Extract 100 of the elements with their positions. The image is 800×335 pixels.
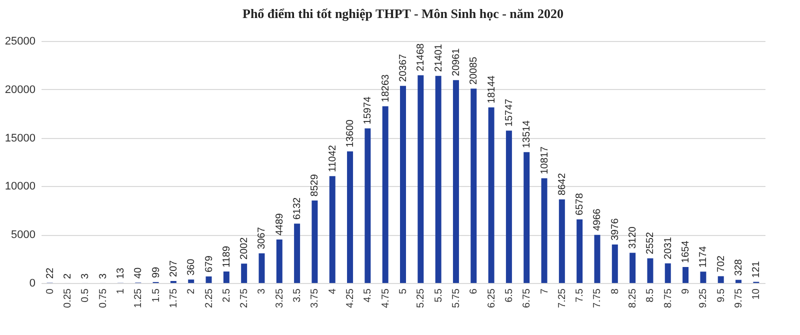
- data-label: 3976: [610, 218, 621, 241]
- x-tick-label: 8.25: [628, 288, 639, 308]
- y-tick-label: 20000: [4, 84, 36, 96]
- data-label: 121: [751, 260, 762, 278]
- bar: [558, 199, 565, 283]
- x-tick-label: 4.75: [380, 288, 392, 308]
- y-tick-label: 5000: [11, 229, 36, 242]
- y-tick-label: 15000: [4, 132, 36, 144]
- bar: [700, 272, 706, 283]
- bar: [470, 88, 477, 283]
- bar: [541, 178, 548, 283]
- data-label: 20367: [398, 54, 409, 82]
- x-tick-label: 4: [327, 288, 338, 294]
- x-tick-label: 10: [751, 288, 762, 300]
- data-label: 10817: [539, 146, 550, 174]
- x-tick-label: 0.5: [80, 288, 92, 302]
- x-tick-label: 6.25: [486, 288, 498, 308]
- x-tick-label: 2: [186, 288, 198, 294]
- bar: [524, 152, 530, 283]
- data-label: 15974: [362, 96, 374, 124]
- bar: [294, 224, 300, 283]
- data-label: 99: [150, 266, 162, 278]
- x-tick-label: 9.75: [734, 288, 745, 308]
- x-tick-label: 0: [44, 288, 56, 294]
- x-tick-label: 3.25: [274, 288, 286, 308]
- data-label: 18263: [380, 74, 392, 102]
- data-label: 4489: [274, 212, 286, 236]
- chart-title: Phổ điểm thi tốt nghiệp THPT - Môn Sinh học - năm 2020: [242, 6, 564, 21]
- data-label: 15747: [504, 98, 515, 127]
- data-label: 13514: [522, 120, 533, 148]
- x-tick-label: 8.5: [645, 288, 656, 302]
- x-tick-label: 5.25: [416, 288, 427, 308]
- bar: [576, 219, 583, 283]
- x-tick-label: 5.5: [433, 288, 444, 302]
- data-label: 8642: [556, 172, 568, 196]
- x-tick-label: 9.25: [698, 288, 710, 308]
- data-label: 2002: [239, 236, 250, 260]
- x-tick-label: 2.5: [221, 288, 232, 302]
- bar: [452, 80, 459, 283]
- bar: [594, 234, 600, 283]
- data-label: 3: [98, 272, 109, 279]
- data-label: 3: [80, 272, 92, 279]
- bar: [241, 264, 248, 283]
- data-label: 18144: [486, 75, 498, 104]
- bar: [630, 252, 636, 283]
- x-tick-label: 2.25: [204, 288, 215, 308]
- x-tick-label: 3: [256, 288, 268, 294]
- x-tick-label: 8: [610, 288, 621, 294]
- bar: [682, 266, 689, 283]
- x-tick-label: 7.5: [574, 288, 586, 302]
- x-tick-label: 1.25: [133, 288, 144, 308]
- bar: [612, 244, 618, 283]
- data-label: 4966: [592, 208, 604, 231]
- bar: [382, 106, 388, 283]
- data-label: 3120: [628, 226, 639, 249]
- data-label: 6578: [574, 192, 586, 216]
- bar: [488, 107, 494, 283]
- x-tick-label: 6.75: [522, 288, 533, 308]
- data-label: 22: [44, 267, 56, 279]
- y-tick-label: 25000: [4, 36, 36, 48]
- data-label: 3067: [256, 226, 268, 250]
- data-label: 1189: [221, 246, 232, 268]
- x-tick-label: 7.25: [556, 288, 568, 308]
- x-tick-label: 5.75: [450, 288, 462, 308]
- x-tick-label: 6.5: [504, 288, 515, 302]
- data-label: 21468: [416, 42, 427, 72]
- bar: [418, 75, 424, 283]
- data-label: 679: [204, 255, 215, 272]
- data-label: 20085: [468, 56, 480, 85]
- x-tick-label: 4.25: [345, 288, 356, 308]
- data-label: 328: [734, 258, 745, 276]
- x-tick-label: 6: [468, 288, 480, 294]
- bar: [718, 276, 724, 283]
- data-label: 13: [115, 267, 126, 279]
- x-tick-label: 5: [398, 288, 409, 294]
- x-tick-label: 9.5: [716, 288, 727, 302]
- bar: [364, 128, 371, 283]
- data-label: 40: [133, 267, 144, 279]
- x-tick-label: 7: [539, 288, 550, 294]
- data-label: 20961: [450, 48, 462, 76]
- bar: [400, 86, 406, 283]
- x-tick-label: 0.75: [98, 288, 109, 308]
- data-label: 11042: [327, 144, 338, 172]
- bar: [647, 258, 654, 283]
- x-tick-label: 9: [680, 288, 692, 294]
- x-tick-label: 8.75: [662, 288, 674, 308]
- bar: [188, 280, 194, 283]
- bar: [347, 151, 354, 283]
- data-label: 1174: [698, 246, 710, 268]
- data-label: 13600: [345, 119, 356, 148]
- data-label: 207: [168, 260, 180, 277]
- x-tick-label: 1.5: [150, 288, 162, 302]
- x-tick-label: 1.75: [168, 288, 180, 308]
- x-tick-label: 4.5: [362, 288, 374, 302]
- data-label: 8529: [310, 174, 321, 196]
- data-label: 2031: [662, 236, 674, 260]
- bar: [506, 130, 512, 283]
- data-label: 2552: [645, 232, 656, 254]
- bar: [736, 280, 742, 283]
- x-tick-label: 3.75: [310, 288, 321, 308]
